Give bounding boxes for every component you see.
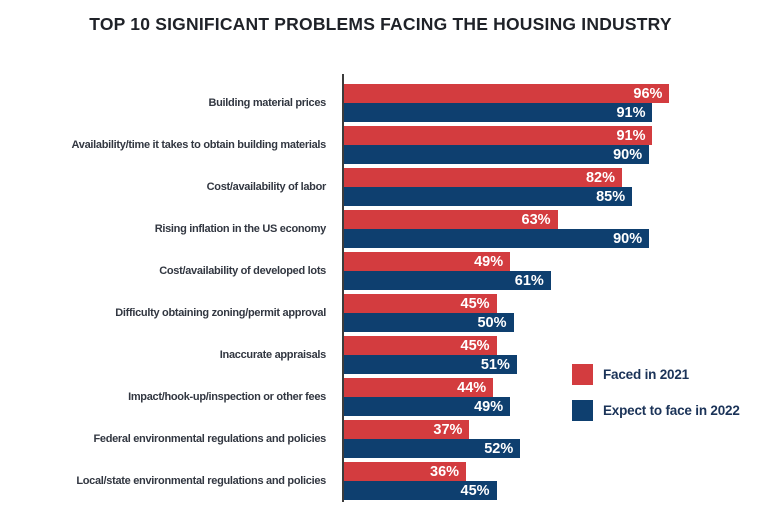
- bar-pair: 63% 90%: [344, 210, 650, 248]
- bar-expect-2022: 85%: [344, 187, 633, 206]
- bar-pair: 45% 51%: [344, 336, 517, 374]
- chart-row: Difficulty obtaining zoning/permit appro…: [0, 294, 761, 332]
- chart-row: Cost/availability of labor 82% 85%: [0, 168, 761, 206]
- legend-label-2021: Faced in 2021: [603, 367, 689, 382]
- bar-pair: 45% 50%: [344, 294, 514, 332]
- bar-pair: 36% 45%: [344, 462, 497, 500]
- bar-faced-2021: 45%: [344, 294, 497, 313]
- bar-value-label: 90%: [613, 230, 643, 247]
- bar-value-label: 44%: [457, 379, 487, 396]
- bar-expect-2022: 49%: [344, 397, 511, 416]
- chart-row: Local/state environmental regulations an…: [0, 462, 761, 500]
- bar-faced-2021: 82%: [344, 168, 622, 187]
- legend-label-2022: Expect to face in 2022: [603, 403, 740, 418]
- legend-item-2021: Faced in 2021: [572, 364, 740, 385]
- bar-expect-2022: 90%: [344, 229, 650, 248]
- chart-row: Impact/hook-up/inspection or other fees 4…: [0, 378, 761, 416]
- category-label: Cost/availability of labor: [206, 181, 327, 193]
- legend-swatch-2022-icon: [572, 400, 593, 421]
- legend-swatch-2021-icon: [572, 364, 593, 385]
- bar-pair: 91% 90%: [344, 126, 653, 164]
- category-label: Cost/availability of developed lots: [159, 265, 326, 277]
- bar-expect-2022: 91%: [344, 103, 653, 122]
- category-label: Availability/time it takes to obtain bui…: [71, 139, 327, 151]
- bar-value-label: 36%: [430, 463, 460, 480]
- bar-value-label: 45%: [460, 295, 490, 312]
- bar-expect-2022: 52%: [344, 439, 521, 458]
- chart-rows: Building material prices 96% 91% Availabili…: [0, 84, 761, 504]
- bar-value-label: 90%: [613, 146, 643, 163]
- bar-expect-2022: 61%: [344, 271, 551, 290]
- bar-value-label: 61%: [514, 272, 544, 289]
- bar-value-label: 49%: [474, 253, 504, 270]
- bar-expect-2022: 51%: [344, 355, 517, 374]
- chart-row: Building material prices 96% 91%: [0, 84, 761, 122]
- bar-value-label: 51%: [480, 356, 510, 373]
- bar-faced-2021: 49%: [344, 252, 511, 271]
- category-label: Difficulty obtaining zoning/permit appro…: [115, 307, 326, 319]
- bar-faced-2021: 37%: [344, 420, 470, 439]
- bar-value-label: 91%: [616, 104, 646, 121]
- legend: Faced in 2021 Expect to face in 2022: [572, 364, 740, 421]
- chart-row: Cost/availability of developed lots 49% 61…: [0, 252, 761, 290]
- bar-expect-2022: 90%: [344, 145, 650, 164]
- category-label: Building material prices: [208, 97, 326, 109]
- chart-title: TOP 10 SIGNIFICANT PROBLEMS FACING THE H…: [89, 14, 672, 34]
- category-label: Federal environmental regulations and po…: [93, 433, 326, 445]
- chart-row: Federal environmental regulations and po…: [0, 420, 761, 458]
- bar-faced-2021: 91%: [344, 126, 653, 145]
- y-axis-line: [342, 74, 344, 502]
- category-label: Rising inflation in the US economy: [154, 223, 327, 235]
- category-label: Impact/hook-up/inspection or other fees: [128, 391, 326, 403]
- bar-value-label: 45%: [460, 482, 490, 499]
- bar-value-label: 63%: [521, 211, 551, 228]
- bar-value-label: 37%: [433, 421, 463, 438]
- chart-row: Rising inflation in the US economy 63% 90%: [0, 210, 761, 248]
- category-label: Inaccurate appraisals: [219, 349, 327, 361]
- bar-pair: 44% 49%: [344, 378, 511, 416]
- bar-pair: 96% 91%: [344, 84, 670, 122]
- chart-row: Inaccurate appraisals 45% 51%: [0, 336, 761, 374]
- bar-faced-2021: 36%: [344, 462, 467, 481]
- bar-faced-2021: 45%: [344, 336, 497, 355]
- bar-faced-2021: 96%: [344, 84, 670, 103]
- bar-value-label: 91%: [616, 127, 646, 144]
- bar-expect-2022: 50%: [344, 313, 514, 332]
- category-label: Local/state environmental regulations an…: [76, 475, 326, 487]
- bar-value-label: 82%: [585, 169, 615, 186]
- bar-value-label: 50%: [477, 314, 507, 331]
- bar-expect-2022: 45%: [344, 481, 497, 500]
- bar-value-label: 45%: [460, 337, 490, 354]
- bar-chart: Building material prices 96% 91% Availabili…: [0, 74, 761, 507]
- legend-item-2022: Expect to face in 2022: [572, 400, 740, 421]
- bar-faced-2021: 63%: [344, 210, 558, 229]
- bar-pair: 37% 52%: [344, 420, 521, 458]
- bar-faced-2021: 44%: [344, 378, 494, 397]
- bar-value-label: 96%: [633, 85, 663, 102]
- bar-value-label: 49%: [474, 398, 504, 415]
- bar-value-label: 52%: [484, 440, 514, 457]
- bar-value-label: 85%: [596, 188, 626, 205]
- chart-row: Availability/time it takes to obtain bui…: [0, 126, 761, 164]
- bar-pair: 49% 61%: [344, 252, 551, 290]
- bar-pair: 82% 85%: [344, 168, 633, 206]
